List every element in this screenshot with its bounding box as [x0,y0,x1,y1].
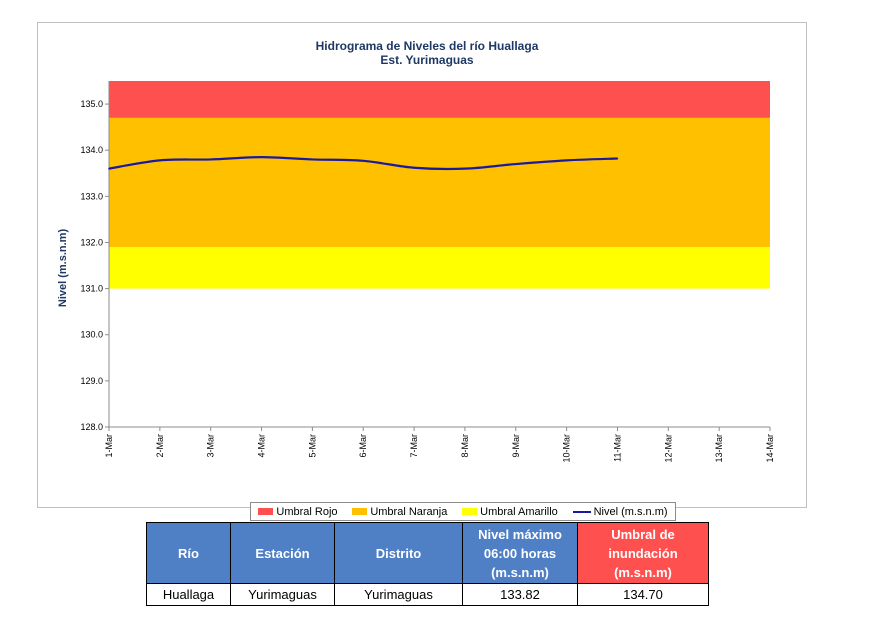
data-point [514,163,517,165]
x-tick-label: 3-Mar [206,434,216,458]
y-tick-label: 135.0 [80,99,103,109]
chart-subtitle: Est. Yurimaguas [380,53,473,67]
x-tick-label: 5-Mar [307,434,317,458]
cell-distrito: Yurimaguas [334,583,463,606]
x-tick-label: 2-Mar [155,434,165,458]
data-point [260,156,263,158]
legend-label-amarillo: Umbral Amarillo [480,505,558,518]
table-row: Huallaga Yurimaguas Yurimaguas 133.82 13… [146,583,709,606]
data-point [159,159,161,162]
x-tick-label: 7-Mar [409,434,419,458]
chart-frame: Hidrograma de Niveles del río Huallaga E… [37,22,807,521]
summary-table: Río Estación Distrito Nivel máximo 06:00… [146,522,709,606]
cell-umbral: 134.70 [577,583,709,606]
table-header-row: Río Estación Distrito Nivel máximo 06:00… [146,522,709,584]
data-point [311,158,314,161]
chart-legend: Umbral Rojo Umbral Naranja Umbral Amaril… [250,502,676,521]
threshold-band-1 [109,117,770,248]
data-point [413,166,415,169]
data-point [108,167,110,170]
data-point [209,158,212,161]
legend-line-nivel [572,510,591,513]
y-tick-label: 129.0 [80,376,103,386]
header-rio: Río [146,522,231,584]
y-tick-label: 131.0 [80,284,103,294]
x-tick-label: 8-Mar [460,434,470,458]
x-tick-label: 9-Mar [511,434,521,458]
legend-label-rojo: Umbral Rojo [276,505,338,518]
cell-rio: Huallaga [146,583,231,606]
header-estacion: Estación [230,522,335,584]
y-tick-label: 130.0 [80,330,103,340]
hydrograph-chart: Hidrograma de Niveles del río Huallaga E… [57,39,775,463]
legend-swatch-naranja [352,508,368,515]
header-umbral-inundacion: Umbral de inundación (m.s.n.m) [577,522,709,584]
legend-item-naranja: Umbral Naranja [352,506,447,518]
header-umbral-line2: inundación [608,545,678,561]
x-tick-label: 13-Mar [714,434,724,463]
legend-item-rojo: Umbral Rojo [258,505,338,518]
y-axis-label: Nivel (m.s.n.m) [57,229,69,308]
legend-item-amarillo: Umbral Amarillo [462,506,558,518]
legend-swatch-amarillo [462,508,478,515]
y-tick-label: 134.0 [80,145,103,155]
header-umbral-line1: Umbral de [611,526,675,542]
y-tick-label: 128.0 [80,422,103,432]
header-distrito: Distrito [334,522,463,584]
x-tick-label: 14-Mar [765,434,775,463]
chart-title: Hidrograma de Niveles del río Huallaga [316,39,539,53]
x-tick-label: 1-Mar [104,434,114,458]
x-tick-label: 10-Mar [562,434,572,463]
header-nivel-line2: 06:00 horas [483,545,557,561]
data-point [565,159,568,162]
legend-label-naranja: Umbral Naranja [370,505,448,518]
cell-nivel: 133.82 [462,583,578,606]
header-umbral-line3: (m.s.n.m) [614,564,672,580]
x-tick-label: 4-Mar [257,434,267,458]
cell-estacion: Yurimaguas [230,583,335,606]
y-tick-label: 132.0 [80,237,103,247]
x-tick-label: 12-Mar [663,434,673,463]
legend-label-nivel: Nivel (m.s.n.m) [593,505,668,518]
threshold-band-2 [109,247,770,289]
y-tick-label: 133.0 [80,191,103,201]
legend-item-nivel: Nivel (m.s.n.m) [572,505,668,518]
data-point [362,160,365,162]
header-nivel-line1: Nivel máximo [478,526,562,542]
legend-swatch-rojo [258,508,274,515]
header-nivel-line3: (m.s.n.m) [491,564,549,580]
x-tick-label: 11-Mar [612,434,622,462]
threshold-band-0 [109,81,770,118]
data-point [464,167,466,170]
header-nivel-maximo: Nivel máximo 06:00 horas (m.s.n.m) [462,522,578,584]
x-tick-label: 6-Mar [358,434,368,458]
data-point [616,157,619,160]
